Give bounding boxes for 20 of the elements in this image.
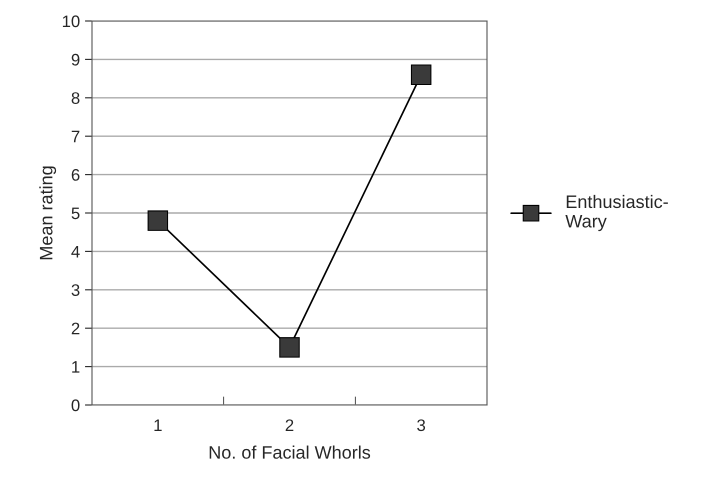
y-tick-label: 2	[72, 322, 80, 334]
y-tick-label: 1	[72, 361, 80, 373]
y-tick-label: 7	[72, 130, 80, 142]
point	[148, 210, 168, 231]
x-tick-label: 3	[417, 419, 426, 432]
point	[410, 64, 432, 85]
legend-label: Enthusiastic-Wary	[565, 194, 668, 232]
y-tick-label: 8	[72, 92, 80, 104]
y-tick-label: 4	[71, 246, 80, 258]
y-tick-label: 10	[62, 15, 80, 28]
y-tick-label: 0	[72, 399, 80, 412]
x-tick-label: 1	[154, 420, 162, 431]
y-tick-label: 9	[72, 54, 80, 66]
x-tick-label: 2	[286, 419, 294, 431]
y-tick-label: 6	[72, 169, 80, 181]
point	[279, 337, 300, 358]
y-tick-label: 5	[72, 208, 80, 220]
y-tick-label: 3	[72, 284, 80, 296]
x-axis-title: No. of Facial Whorls	[210, 446, 370, 459]
y-axis-title: Mean rating	[39, 166, 56, 260]
